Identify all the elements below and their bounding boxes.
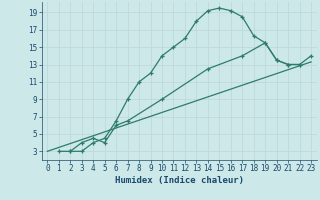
X-axis label: Humidex (Indice chaleur): Humidex (Indice chaleur)	[115, 176, 244, 185]
